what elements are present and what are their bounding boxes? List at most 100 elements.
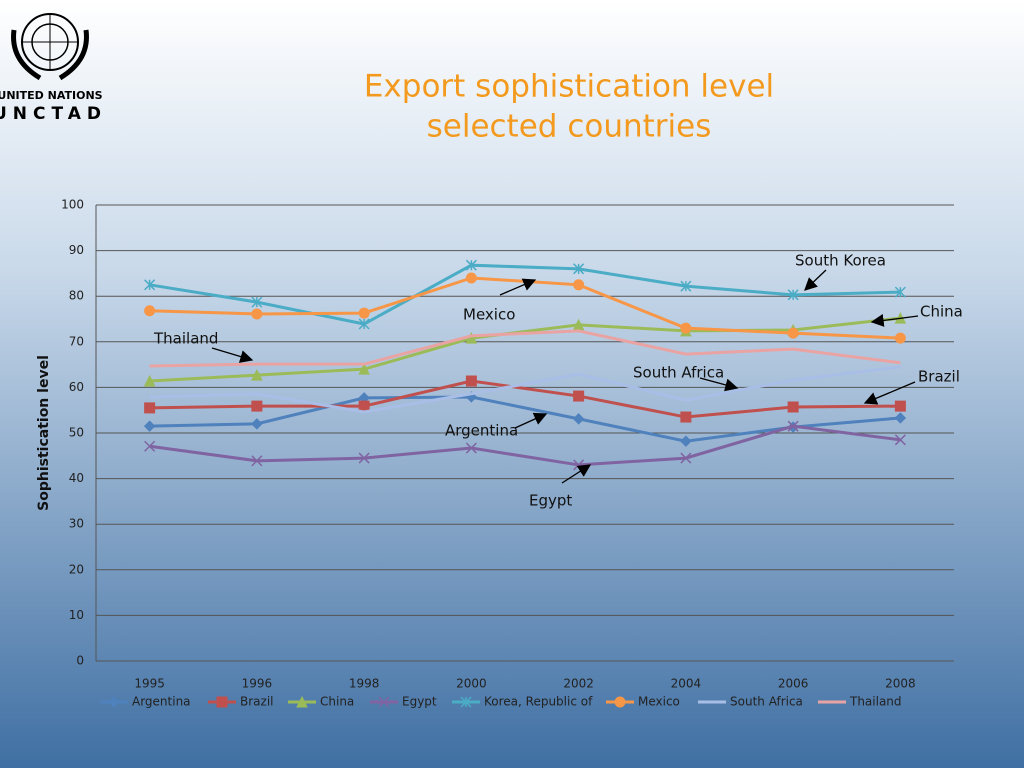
chart-title: selected countries <box>427 109 712 145</box>
marker <box>144 279 156 291</box>
legend-label: Thailand <box>849 695 902 709</box>
annotation-arrow <box>211 347 254 363</box>
annotation: South Korea <box>795 252 886 270</box>
logo-line2: UNCTAD <box>0 104 107 124</box>
annotation: Argentina <box>445 422 518 440</box>
annotation: Thailand <box>153 330 218 348</box>
marker <box>787 401 799 413</box>
marker <box>251 418 263 430</box>
legend-label: Mexico <box>638 695 680 709</box>
x-tick-label: 2002 <box>563 677 594 691</box>
marker <box>465 259 477 271</box>
marker <box>894 434 906 446</box>
legend-label: South Africa <box>730 695 803 709</box>
y-axis-label: Sophistication level <box>36 355 52 511</box>
legend-label: Brazil <box>240 695 274 709</box>
marker <box>573 263 585 275</box>
marker <box>251 296 263 308</box>
marker <box>894 400 906 412</box>
marker <box>680 280 692 292</box>
marker <box>358 363 370 375</box>
legend-label: Argentina <box>132 695 191 709</box>
y-tick-label: 60 <box>69 380 84 394</box>
marker <box>358 307 370 319</box>
series-line <box>149 379 901 419</box>
annotation-arrow <box>804 269 827 291</box>
series-line <box>149 329 901 368</box>
y-tick-label: 80 <box>69 289 84 303</box>
y-tick-label: 20 <box>69 562 84 576</box>
annotation-arrow <box>870 314 919 327</box>
marker <box>251 368 263 381</box>
annotation-arrow <box>699 377 739 392</box>
y-tick-label: 0 <box>76 654 84 668</box>
marker <box>680 411 692 423</box>
series-line <box>149 395 901 443</box>
marker <box>358 400 370 412</box>
annotation: Mexico <box>463 306 515 324</box>
marker <box>251 400 263 412</box>
marker <box>614 696 626 708</box>
marker <box>680 322 692 334</box>
logo: UNITED NATIONS UNCTAD <box>0 13 107 124</box>
marker <box>144 402 156 414</box>
annotation-arrow <box>863 381 916 405</box>
marker <box>894 332 906 344</box>
marker <box>358 318 370 330</box>
marker <box>143 420 156 432</box>
y-tick-label: 30 <box>69 517 84 531</box>
x-tick-label: 2004 <box>671 677 702 691</box>
marker <box>296 695 308 708</box>
y-tick-label: 50 <box>69 426 84 440</box>
marker <box>573 279 585 291</box>
marker <box>465 332 478 344</box>
series-line <box>149 263 901 326</box>
y-tick-label: 40 <box>69 471 84 485</box>
annotation-arrow <box>499 278 537 296</box>
annotation-arrow <box>514 412 548 429</box>
marker <box>572 413 585 425</box>
marker <box>573 390 585 402</box>
y-tick-label: 70 <box>69 334 84 348</box>
x-tick-label: 2006 <box>778 677 809 691</box>
series-line <box>149 365 901 414</box>
marker <box>680 452 692 464</box>
legend-label: Egypt <box>402 695 437 709</box>
logo-line1: UNITED NATIONS <box>0 89 103 102</box>
marker <box>143 374 156 387</box>
marker <box>894 412 907 424</box>
x-tick-label: 1996 <box>242 677 273 691</box>
marker <box>787 420 799 432</box>
marker <box>216 696 228 708</box>
y-tick-label: 10 <box>69 608 84 622</box>
marker <box>144 440 156 452</box>
annotation: Brazil <box>918 368 960 386</box>
y-tick-label: 90 <box>69 243 84 257</box>
marker <box>358 452 370 464</box>
legend-label: China <box>320 695 354 709</box>
marker <box>144 305 156 317</box>
marker <box>460 696 472 708</box>
x-tick-label: 2008 <box>885 677 916 691</box>
marker <box>787 327 799 339</box>
annotation: China <box>920 303 963 321</box>
annotation: South Africa <box>633 364 724 382</box>
series-line <box>149 424 901 467</box>
marker <box>465 375 477 387</box>
marker <box>465 442 477 454</box>
chart-title: Export sophistication level <box>364 69 774 105</box>
x-tick-label: 1995 <box>134 677 165 691</box>
marker <box>251 308 263 320</box>
marker <box>894 286 906 298</box>
marker <box>251 455 263 467</box>
marker <box>787 289 799 301</box>
marker <box>465 272 477 284</box>
series-line <box>149 316 901 383</box>
annotation-arrow <box>561 464 592 484</box>
x-tick-label: 1998 <box>349 677 380 691</box>
y-tick-label: 100 <box>61 198 84 212</box>
legend-label: Korea, Republic of <box>484 695 593 709</box>
marker <box>108 696 120 708</box>
